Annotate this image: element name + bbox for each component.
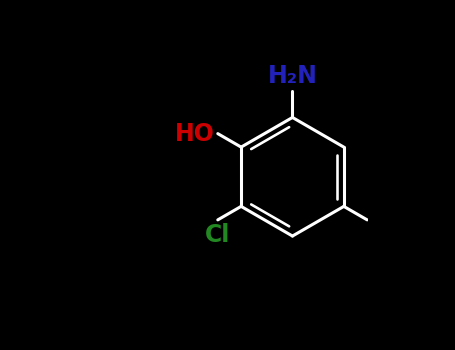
Text: Cl: Cl bbox=[205, 223, 231, 246]
Text: HO: HO bbox=[175, 122, 215, 146]
Text: H₂N: H₂N bbox=[268, 64, 318, 88]
